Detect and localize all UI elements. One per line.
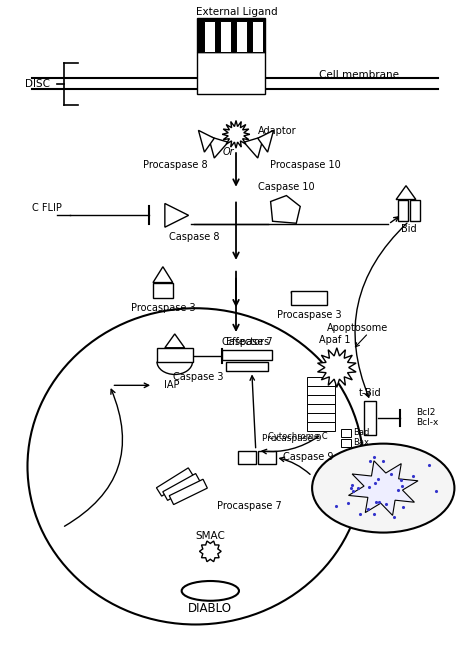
Polygon shape <box>258 130 273 152</box>
Bar <box>258 451 275 464</box>
Bar <box>365 401 376 435</box>
Polygon shape <box>244 136 264 158</box>
Text: Apoptosome: Apoptosome <box>327 323 388 333</box>
Bar <box>252 20 263 53</box>
Bar <box>236 20 247 53</box>
Text: Bcl2: Bcl2 <box>416 407 435 417</box>
Text: Procaspase 7: Procaspase 7 <box>218 501 282 511</box>
Bar <box>169 479 207 505</box>
Polygon shape <box>153 267 173 283</box>
Text: Or: Or <box>222 147 234 157</box>
Bar <box>307 396 335 404</box>
Polygon shape <box>199 130 214 152</box>
Ellipse shape <box>182 581 239 600</box>
Bar <box>222 350 272 359</box>
Polygon shape <box>209 136 228 158</box>
Ellipse shape <box>312 443 455 533</box>
Text: Caspase 3: Caspase 3 <box>173 373 223 382</box>
Text: t-Bid: t-Bid <box>359 388 382 398</box>
Polygon shape <box>318 348 356 388</box>
Bar <box>410 200 420 221</box>
Polygon shape <box>200 541 221 562</box>
Text: Procaspase 3: Procaspase 3 <box>277 310 341 320</box>
Bar <box>156 468 193 496</box>
Text: Caspase 10: Caspase 10 <box>258 182 315 192</box>
Text: IAP: IAP <box>164 380 179 390</box>
Text: DISC: DISC <box>25 79 50 89</box>
Text: Cell membrane: Cell membrane <box>319 70 399 80</box>
Text: C FLIP: C FLIP <box>32 204 62 214</box>
Text: Cytochrome C: Cytochrome C <box>268 432 327 442</box>
Text: Procaspase 9: Procaspase 9 <box>262 434 321 443</box>
Bar <box>398 200 408 221</box>
Text: Bad: Bad <box>353 428 369 438</box>
Text: Effectors: Effectors <box>226 337 269 347</box>
Polygon shape <box>348 461 418 515</box>
Bar <box>341 429 351 437</box>
Bar <box>307 386 335 396</box>
Bar <box>226 361 268 371</box>
Bar <box>163 474 201 501</box>
Bar <box>307 422 335 431</box>
Polygon shape <box>222 120 250 148</box>
Text: Caspase 9: Caspase 9 <box>283 453 334 463</box>
Text: Caspase 7: Caspase 7 <box>221 337 272 347</box>
Text: Bid: Bid <box>401 224 417 234</box>
Bar <box>153 283 173 298</box>
Text: Caspase 8: Caspase 8 <box>169 232 219 242</box>
Polygon shape <box>396 186 416 200</box>
Bar <box>198 53 264 94</box>
Text: DIABLO: DIABLO <box>188 602 232 615</box>
Polygon shape <box>165 334 184 348</box>
Bar <box>204 20 215 53</box>
Bar <box>341 439 351 447</box>
Text: Apaf 1: Apaf 1 <box>319 335 351 345</box>
Bar <box>157 348 192 361</box>
Text: Procaspase 10: Procaspase 10 <box>270 160 340 170</box>
Polygon shape <box>271 196 300 223</box>
Text: Bcl-x: Bcl-x <box>416 419 438 428</box>
Text: Bax: Bax <box>353 438 369 447</box>
Text: Adaptor: Adaptor <box>258 126 296 137</box>
Bar <box>238 451 256 464</box>
Bar <box>307 377 335 386</box>
Text: SMAC: SMAC <box>195 531 225 541</box>
Bar <box>307 413 335 422</box>
Text: Procaspase 3: Procaspase 3 <box>130 304 195 313</box>
Bar <box>198 18 264 53</box>
Text: External Ligand: External Ligand <box>196 7 278 17</box>
Polygon shape <box>165 204 189 227</box>
Bar <box>307 404 335 413</box>
Bar <box>220 20 231 53</box>
Text: Procaspase 8: Procaspase 8 <box>143 160 208 170</box>
Bar <box>292 292 327 306</box>
